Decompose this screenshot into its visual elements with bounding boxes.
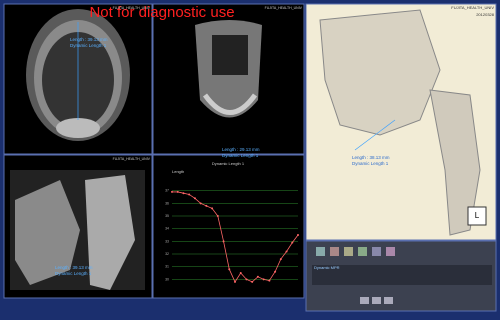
data-point — [285, 250, 288, 253]
measure-label: Dynamic Length 1 — [222, 153, 259, 158]
data-point — [262, 278, 265, 281]
data-point — [274, 270, 277, 273]
y-tick-label: 30 — [165, 277, 169, 281]
data-point — [188, 193, 191, 196]
settings-box — [312, 265, 492, 285]
data-point — [216, 215, 219, 217]
mode-label: Dynamic MPR — [314, 265, 340, 270]
data-point — [182, 192, 185, 195]
data-point — [228, 268, 231, 271]
data-point — [291, 241, 294, 244]
header: FUJITA_HEALTH_UNIV — [265, 6, 303, 10]
header: FUJITA_HEALTH_UNIV — [451, 5, 494, 10]
y-tick-label: 31 — [165, 265, 169, 269]
data-point — [239, 272, 242, 274]
data-point — [234, 280, 236, 283]
axial-spine — [56, 118, 100, 138]
date: 20120328 — [476, 12, 495, 17]
data-point — [205, 204, 208, 207]
nav-button[interactable] — [360, 297, 369, 304]
data-point — [211, 207, 214, 210]
skull-3d — [319, 9, 441, 136]
data-point — [171, 190, 173, 193]
measure-text: Length : 38.13 mm — [352, 155, 390, 160]
y-tick-label: 35 — [165, 214, 169, 218]
sagittal-face — [15, 180, 80, 285]
sagittal-spine — [85, 175, 135, 290]
y-tick-label: 33 — [165, 239, 169, 243]
data-point — [279, 258, 282, 261]
banner: Not for diagnostic use — [89, 4, 234, 21]
coronal-sinus — [212, 35, 248, 75]
orientation-label: L — [475, 211, 480, 220]
data-point — [297, 234, 299, 236]
data-point — [176, 190, 179, 193]
measure-line — [354, 119, 396, 151]
tool-button[interactable] — [386, 247, 395, 256]
measure-label: Dynamic Length 1 — [70, 43, 107, 48]
measure-label: Dynamic Length 1 — [352, 161, 389, 166]
data-point — [193, 197, 196, 200]
header: FUJITA_HEALTH_UNIV — [113, 157, 151, 161]
plot-ylabel: Length — [172, 169, 184, 174]
plot-title: Dynamic Length 1 — [212, 161, 245, 166]
measure-text: Length : 29.13 mm — [222, 147, 260, 152]
tool-button[interactable] — [372, 247, 381, 256]
data-point — [268, 279, 271, 282]
data-point — [199, 202, 202, 205]
header: FUJITA_HEALTH_UNIV — [113, 6, 151, 10]
spine-3d — [429, 89, 481, 236]
tool-button[interactable] — [330, 247, 339, 256]
orientation-cube[interactable] — [467, 206, 487, 226]
measure-text: Length : 39.13 mm — [55, 265, 93, 270]
nav-button[interactable] — [384, 297, 393, 304]
toolbar — [312, 247, 492, 304]
y-tick-label: 34 — [165, 227, 169, 231]
plot-view[interactable] — [152, 154, 305, 299]
tool-button[interactable] — [344, 247, 353, 256]
data-point — [245, 278, 248, 281]
measure-text: Length : 39.13 mm — [70, 37, 108, 42]
coronal-jaw — [202, 93, 258, 115]
data-point — [222, 240, 225, 243]
data-point — [256, 275, 259, 278]
y-tick-label: 37 — [165, 189, 169, 193]
y-tick-label: 36 — [165, 201, 169, 205]
tool-button[interactable] — [358, 247, 367, 256]
tool-button[interactable] — [316, 247, 325, 256]
y-tick-label: 32 — [165, 252, 169, 256]
nav-button[interactable] — [372, 297, 381, 304]
measure-label: Dynamic Length 1 — [55, 271, 92, 276]
data-point — [251, 280, 254, 283]
